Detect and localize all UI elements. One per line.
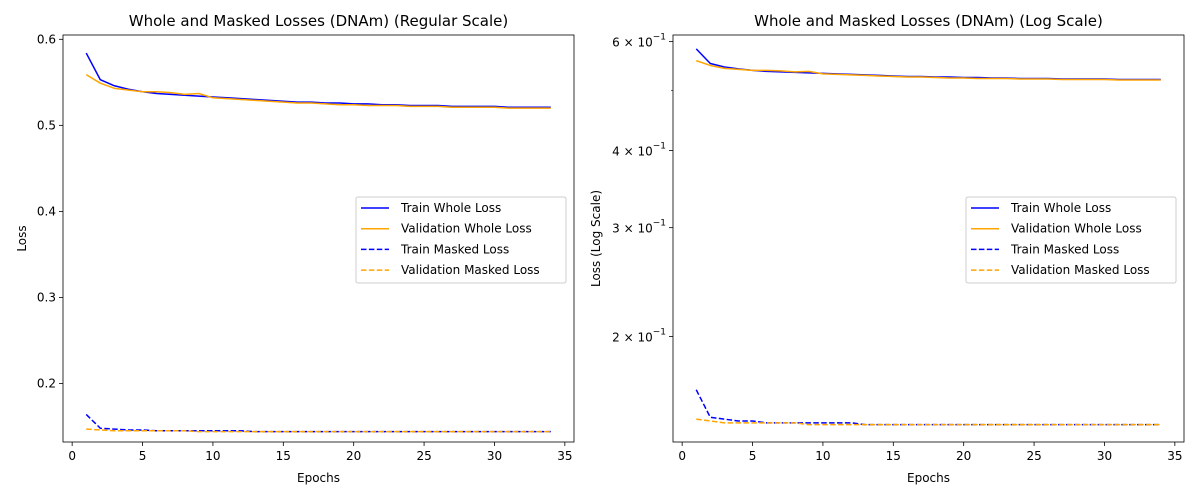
- y-tick-label: 0.6: [37, 32, 56, 46]
- y-tick-label-exponent: −1: [653, 328, 666, 338]
- series-line-3: [85, 413, 551, 433]
- legend-label-1: Train Whole Loss: [400, 201, 501, 215]
- x-tick-label: 35: [557, 449, 572, 463]
- chart-title: Whole and Masked Losses (DNAm) (Log Scal…: [754, 12, 1103, 30]
- series-group: [85, 52, 551, 433]
- y-tick-label-exponent: −1: [653, 219, 666, 229]
- series-line-1: [695, 48, 1161, 81]
- legend-label-2: Validation Whole Loss: [1011, 222, 1142, 236]
- y-tick-label-exponent: −1: [653, 141, 666, 151]
- y-tick-label-base: 3 × 10: [612, 222, 653, 236]
- x-tick-label: 20: [956, 449, 971, 463]
- series-line-4: [86, 428, 551, 433]
- x-axis-label: Epochs: [907, 471, 950, 485]
- series-line-2: [695, 59, 1161, 81]
- y-tick-label: 0.3: [37, 290, 56, 304]
- x-tick-label: 20: [346, 449, 361, 463]
- y-axis-label: Loss (Log Scale): [589, 190, 603, 287]
- legend-label-3: Train Masked Loss: [1010, 242, 1119, 256]
- y-tick-label: 2 × 10−1: [612, 328, 666, 345]
- x-tick-label: 10: [815, 449, 830, 463]
- x-tick-label: 30: [1097, 449, 1112, 463]
- y-tick-label: 0.2: [37, 376, 56, 390]
- x-tick-label: 25: [416, 449, 431, 463]
- x-tick-label: 30: [487, 449, 502, 463]
- series-group: [695, 48, 1161, 426]
- x-tick-label: 35: [1167, 449, 1182, 463]
- y-tick-label: 4 × 10−1: [612, 141, 666, 158]
- series-line-3: [695, 389, 1161, 426]
- chart-panel-1: Whole and Masked Losses (DNAm) (Regular …: [15, 12, 575, 485]
- series-line-1: [85, 52, 551, 109]
- x-tick-label: 15: [276, 449, 291, 463]
- series-line-2: [85, 73, 551, 109]
- y-tick-label: 6 × 10−1: [612, 33, 666, 50]
- series-line-4: [696, 418, 1161, 426]
- legend-box: [965, 196, 1177, 284]
- x-axis-label: Epochs: [297, 471, 340, 485]
- y-tick-label-exponent: −1: [653, 33, 666, 43]
- y-tick-label: 3 × 10−1: [612, 219, 666, 236]
- y-axis-label: Loss: [15, 225, 29, 251]
- x-tick-label: 25: [1026, 449, 1041, 463]
- chart-panel-2: Whole and Masked Losses (DNAm) (Log Scal…: [589, 12, 1185, 485]
- legend-label-1: Train Whole Loss: [1010, 201, 1111, 215]
- y-tick-label-base: 4 × 10: [612, 144, 653, 158]
- y-tick-label: 0.5: [37, 118, 56, 132]
- y-tick-label-base: 2 × 10: [612, 331, 653, 345]
- x-tick-label: 10: [205, 449, 220, 463]
- x-tick-label: 5: [139, 449, 147, 463]
- y-tick-label: 0.4: [37, 204, 56, 218]
- legend-label-4: Validation Masked Loss: [1011, 263, 1150, 277]
- x-tick-label: 0: [678, 449, 686, 463]
- legend-label-3: Train Masked Loss: [400, 242, 509, 256]
- legend-label-2: Validation Whole Loss: [401, 222, 532, 236]
- x-tick-label: 5: [749, 449, 757, 463]
- legend-box: [355, 196, 567, 284]
- chart-title: Whole and Masked Losses (DNAm) (Regular …: [129, 12, 508, 30]
- legend-label-4: Validation Masked Loss: [401, 263, 540, 277]
- y-tick-label-base: 6 × 10: [612, 36, 653, 50]
- x-tick-label: 15: [886, 449, 901, 463]
- legend: Train Whole Loss Validation Whole Loss Tra…: [965, 196, 1177, 284]
- legend: Train Whole Loss Validation Whole Loss Tra…: [355, 196, 567, 284]
- x-tick-label: 0: [68, 449, 76, 463]
- plot-area-frame: [672, 34, 1185, 443]
- plot-area-frame: [62, 34, 575, 443]
